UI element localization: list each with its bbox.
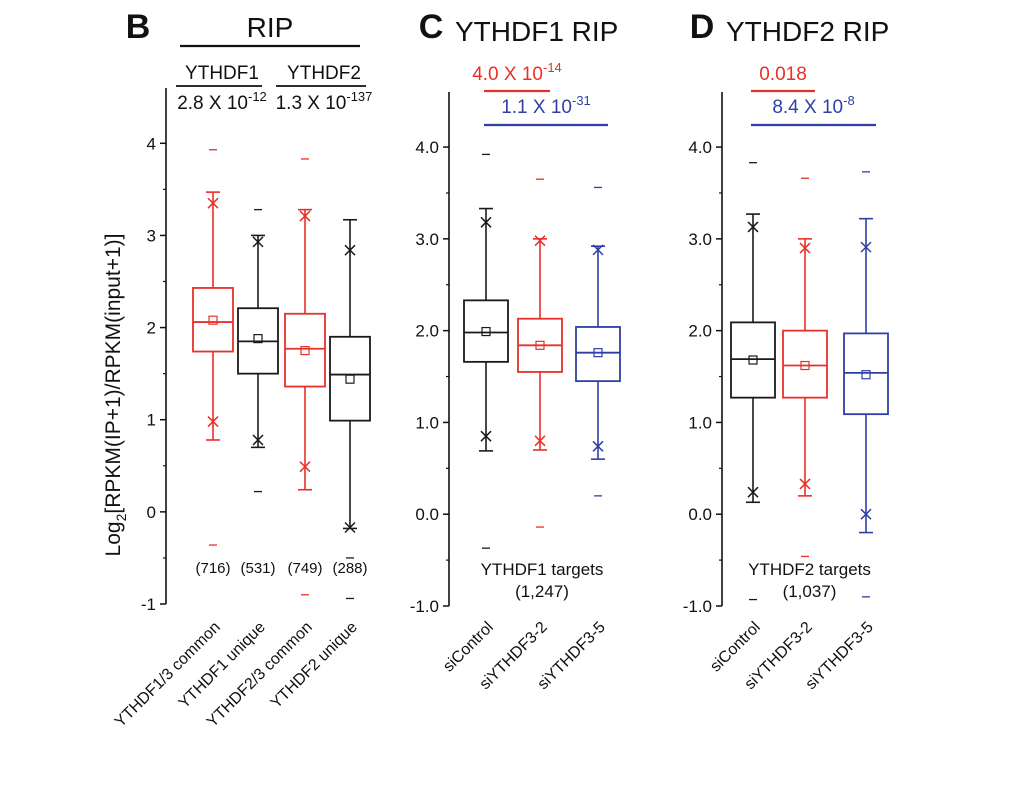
y-tick-label: 0.0 [688, 505, 712, 524]
y-tick-label: 0.0 [415, 505, 439, 524]
box-2 [517, 178, 563, 528]
panel-label: B [126, 8, 151, 46]
box-iqr [192, 287, 234, 353]
y-tick-label: 4.0 [415, 138, 439, 157]
box-percentile-x [207, 197, 219, 209]
footnote-count: (1,037) [783, 582, 837, 601]
box-percentile-x [299, 461, 311, 473]
box-iqr [782, 329, 828, 399]
box-percentile-x [747, 221, 759, 233]
box-mean [800, 360, 810, 371]
y-tick-label: 1 [147, 411, 156, 430]
box-percentile-x [592, 440, 604, 452]
y-tick-label: 3.0 [415, 230, 439, 249]
footnote: YTHDF1 targets [481, 560, 604, 579]
y-tick-label: 0 [147, 503, 156, 522]
y-tick-label: -1 [141, 595, 156, 614]
box-2 [782, 177, 828, 558]
box-3 [843, 171, 889, 598]
count-label: (749) [287, 560, 322, 577]
box-percentile-x [344, 244, 356, 256]
box-mean [345, 374, 355, 384]
panel-d: -1.00.01.02.03.04.0siControlsiYTHDF3-2si… [683, 8, 890, 693]
box-3 [284, 158, 326, 596]
panel-label: D [690, 8, 715, 46]
box-percentile-x [252, 236, 264, 248]
y-tick-label: 3 [147, 226, 156, 245]
box-iqr [843, 332, 889, 416]
box-percentile-x [252, 434, 264, 446]
box-percentile-x [534, 435, 546, 447]
group-pvalue: 2.8 X 10-12 [177, 89, 267, 114]
comparison-pvalue: 0.018 [759, 64, 807, 85]
box-iqr [730, 321, 776, 399]
y-tick-label: 1.0 [415, 413, 439, 432]
panel-title: RIP [247, 12, 294, 43]
box-mean [481, 326, 491, 337]
box-4 [329, 218, 371, 600]
y-axis-label: Log2[RPKM(IP+1)/RPKM(input+1)] [102, 234, 129, 557]
box-iqr [575, 326, 621, 383]
panel-label: C [419, 8, 444, 46]
y-tick-label: 4.0 [688, 138, 712, 157]
box-iqr [329, 335, 371, 422]
y-tick-label: -1.0 [410, 597, 439, 616]
box-percentile-x [207, 416, 219, 428]
box-1 [730, 162, 776, 601]
box-iqr [463, 299, 509, 363]
comparison-pvalue: 1.1 X 10-31 [501, 93, 591, 118]
x-category-label: YTHDF1 unique [176, 619, 269, 712]
box-1 [463, 153, 509, 549]
footnote-count: (1,247) [515, 582, 569, 601]
panel-c: -1.00.01.02.03.04.0siControlsiYTHDF3-2si… [410, 8, 621, 693]
x-category-label: YTHDF2 unique [268, 619, 361, 712]
box-iqr [284, 312, 326, 388]
count-label: (288) [332, 560, 367, 577]
y-tick-label: 3.0 [688, 230, 712, 249]
box-mean [300, 346, 310, 356]
comparison-pvalue: 8.4 X 10-8 [772, 93, 854, 118]
box-mean [208, 315, 218, 325]
box-percentile-x [480, 216, 492, 228]
box-mean [861, 370, 871, 380]
box-percentile-x [480, 430, 492, 442]
y-tick-label: 2.0 [688, 322, 712, 341]
box-mean [535, 340, 545, 350]
x-category-label: siControl [440, 619, 497, 676]
y-tick-label: 4 [147, 134, 156, 153]
group-name-ythdf1: YTHDF1 [185, 63, 259, 84]
box-mean [253, 334, 263, 344]
group-pvalue: 1.3 X 10-137 [276, 89, 373, 114]
box-mean [748, 355, 758, 365]
box-percentile-x [747, 486, 759, 498]
count-label: (716) [195, 560, 230, 577]
y-tick-label: 2 [147, 319, 156, 338]
y-tick-label: -1.0 [683, 597, 712, 616]
comparison-pvalue: 4.0 X 10-14 [472, 60, 562, 85]
y-tick-label: 1.0 [688, 413, 712, 432]
box-mean [593, 348, 603, 358]
panel-title: YTHDF1 RIP [455, 16, 618, 47]
box-percentile-x [592, 244, 604, 256]
panel-title: YTHDF2 RIP [726, 16, 889, 47]
box-1 [192, 149, 234, 546]
box-2 [237, 208, 279, 493]
box-percentile-x [534, 235, 546, 247]
box-percentile-x [860, 508, 872, 520]
box-3 [575, 186, 621, 497]
box-percentile-x [344, 521, 356, 534]
group-name-ythdf2: YTHDF2 [287, 63, 361, 84]
box-percentile-x [799, 242, 811, 254]
box-percentile-x [860, 241, 872, 253]
box-percentile-x [299, 210, 311, 222]
count-label: (531) [240, 560, 275, 577]
footnote: YTHDF2 targets [748, 560, 871, 579]
box-percentile-x [799, 478, 811, 490]
y-tick-label: 2.0 [415, 322, 439, 341]
